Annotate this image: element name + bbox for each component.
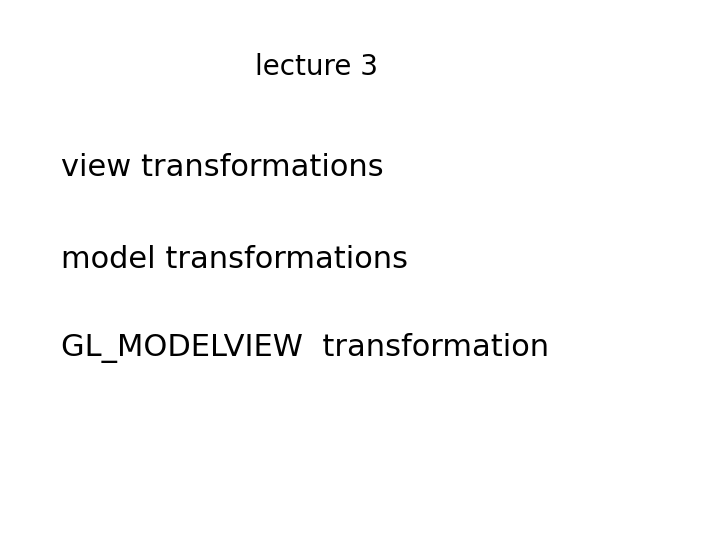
Text: GL_MODELVIEW  transformation: GL_MODELVIEW transformation <box>61 333 549 363</box>
Text: view transformations: view transformations <box>61 153 384 182</box>
Text: lecture 3: lecture 3 <box>256 53 378 81</box>
Text: model transformations: model transformations <box>61 245 408 273</box>
